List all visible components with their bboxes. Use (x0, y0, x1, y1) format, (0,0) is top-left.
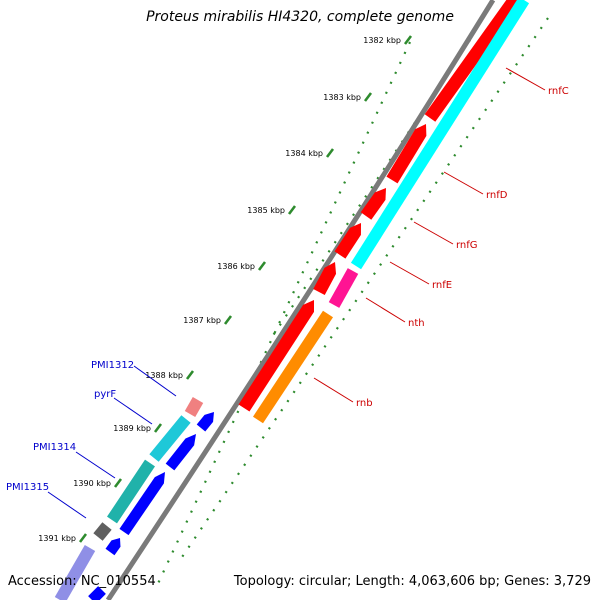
topology-text: Topology: circular; Length: 4,063,606 bp… (233, 574, 591, 589)
tick-label: 1389 kbp (113, 424, 151, 433)
gene-bar-pyrf (149, 415, 191, 462)
cds-arrow-left (165, 434, 196, 471)
tick-label: 1382 kbp (363, 36, 401, 45)
gene-label[interactable]: rnfE (432, 280, 452, 291)
accession-text: Accession: NC_010554 (8, 574, 156, 589)
gene-bar-pmi1314 (107, 459, 155, 524)
cds-arrow-right (313, 262, 337, 296)
gene-leader-line (505, 67, 546, 91)
tick-mark (153, 423, 163, 433)
backbone (105, 0, 496, 600)
gene-label[interactable]: PMI1315 (6, 482, 49, 493)
cds-arrow-right (386, 124, 427, 184)
backbone-line (105, 0, 496, 600)
gene-label[interactable]: rnfG (456, 240, 478, 251)
tick-mark (223, 315, 233, 325)
tick-label: 1383 kbp (323, 93, 361, 102)
gene-bar-rnf (350, 0, 530, 270)
cds-arrow-left (119, 472, 165, 536)
tick-label: 1384 kbp (285, 149, 323, 158)
tick-label: 1391 kbp (38, 534, 76, 543)
cds-arrow-right (424, 0, 520, 122)
scale-ticks: 1382 kbp 1383 kbp 1384 kbp 1385 kbp 1386 kbp… (38, 17, 549, 591)
gene-label[interactable]: PMI1312 (91, 360, 134, 371)
gene-leader-line (47, 491, 87, 519)
tick-mark (78, 533, 88, 543)
tick-mark (287, 205, 297, 215)
scale-dots-outer (154, 41, 411, 591)
gene-leader-line (75, 451, 116, 479)
gene-label[interactable]: PMI1314 (33, 442, 76, 453)
gene-leader-line (113, 397, 153, 425)
scale-dots-right (179, 17, 549, 561)
gene-leader-line (443, 171, 484, 195)
tick-mark (257, 261, 267, 271)
cds-arrow-right (334, 223, 361, 259)
gene-bar-pmi1315 (93, 522, 112, 541)
cds-arrow-right (360, 188, 386, 220)
tick-label: 1390 kbp (73, 479, 111, 488)
gene-label[interactable]: rnb (356, 398, 373, 409)
gene-label[interactable]: rnfD (486, 190, 508, 201)
gene-bar-misc-left (54, 545, 96, 600)
tick-label: 1388 kbp (145, 371, 183, 380)
tick-label: 1387 kbp (183, 316, 221, 325)
cds-arrow-left (105, 538, 121, 556)
gene-label[interactable]: pyrF (94, 389, 116, 400)
gene-labels: rnfC rnfD rnfG rnfE nth rnb PMI1312 pyrF PMI1314… (6, 67, 569, 519)
gene-leader-line (133, 365, 177, 397)
cds-arrow-left (196, 412, 214, 432)
tick-mark (325, 148, 335, 158)
gene-label[interactable]: rnfC (548, 86, 569, 97)
gene-leader-line (365, 297, 406, 323)
tick-mark (403, 35, 413, 45)
gene-bar-pmi1312 (184, 397, 204, 417)
features (54, 0, 530, 600)
tick-label: 1385 kbp (247, 206, 285, 215)
gene-leader-line (413, 221, 454, 245)
tick-mark (113, 478, 123, 488)
misc-feature-nth (328, 268, 359, 308)
tick-mark (185, 370, 195, 380)
map-title: Proteus mirabilis HI4320, complete genom… (146, 9, 454, 25)
gene-bar-rnb (252, 310, 334, 424)
gene-leader-line (389, 261, 430, 285)
cds-arrow-left (88, 586, 106, 600)
gene-label[interactable]: nth (408, 318, 425, 329)
tick-mark (363, 92, 373, 102)
cds-arrow-right (238, 300, 315, 412)
gene-leader-line (313, 377, 354, 403)
tick-label: 1386 kbp (217, 262, 255, 271)
